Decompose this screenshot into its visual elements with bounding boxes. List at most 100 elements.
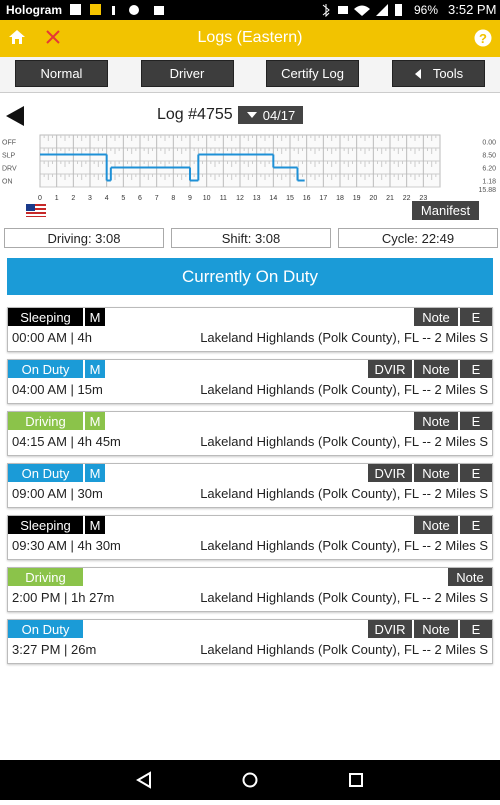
summary-box: Driving: 3:08 xyxy=(4,228,164,248)
entry-button[interactable]: DVIR xyxy=(368,464,412,482)
help-icon[interactable]: ? xyxy=(474,29,492,47)
tab-label: Driver xyxy=(169,66,205,81)
flag-label: M xyxy=(85,360,105,378)
hour-label: 10 xyxy=(203,195,211,202)
entry-detail: 04:15 AM | 4h 45m xyxy=(12,434,121,449)
system-icons xyxy=(322,4,402,17)
status-label: Sleeping xyxy=(8,516,83,534)
hour-label: 8 xyxy=(171,195,175,202)
hour-label: 6 xyxy=(138,195,142,202)
entry-button[interactable]: DVIR xyxy=(368,360,412,378)
flag-label: M xyxy=(85,516,105,534)
log-entry[interactable]: On Duty M E Note DVIR 09:00 AM | 30m Lakeland … xyxy=(7,463,493,508)
manifest-button[interactable]: Manifest xyxy=(412,201,479,220)
row-label: DRV xyxy=(2,166,17,173)
entry-button[interactable]: E xyxy=(460,412,492,430)
hour-label: 21 xyxy=(386,195,394,202)
battery: 96% xyxy=(414,3,439,17)
back-icon[interactable] xyxy=(6,106,26,126)
entry-location: Lakeland Highlands (Polk County), FL -- … xyxy=(200,590,488,605)
entry-location: Lakeland Highlands (Polk County), FL -- … xyxy=(200,434,488,449)
summary-box: Shift: 3:08 xyxy=(171,228,331,248)
entry-button[interactable]: E xyxy=(460,308,492,326)
hour-label: 2 xyxy=(71,195,75,202)
hour-label: 4 xyxy=(105,195,109,202)
row-label: OFF xyxy=(2,140,16,147)
date: 04/17 xyxy=(262,107,296,123)
flag-label: M xyxy=(85,412,105,430)
hour-label: 15 xyxy=(286,195,294,202)
entry-button[interactable]: Note xyxy=(448,568,492,586)
grand-total: 15.88 xyxy=(478,187,496,194)
hour-label: 14 xyxy=(269,195,277,202)
hour-label: 12 xyxy=(236,195,244,202)
row-total: 8.50 xyxy=(482,153,496,160)
nav-bar xyxy=(0,760,500,800)
log-entry[interactable]: On Duty M E Note DVIR 04:00 AM | 15m Lakeland … xyxy=(7,359,493,404)
entry-detail: 09:00 AM | 30m xyxy=(12,486,103,501)
status-label: Driving xyxy=(8,568,83,586)
hour-label: 23 xyxy=(419,195,427,202)
entry-button[interactable]: E xyxy=(460,464,492,482)
status-label: Sleeping xyxy=(8,308,83,326)
entry-button[interactable]: Note xyxy=(414,308,458,326)
tab-button[interactable]: Tools xyxy=(391,60,485,87)
entry-location: Lakeland Highlands (Polk County), FL -- … xyxy=(200,486,488,501)
row-total: 6.20 xyxy=(482,166,496,173)
nav-icons xyxy=(136,771,363,789)
entry-button[interactable]: E xyxy=(460,360,492,378)
status-icons xyxy=(70,4,164,15)
entry-detail: 2:00 PM | 1h 27m xyxy=(12,590,115,605)
hour-label: 0 xyxy=(38,195,42,202)
log-title: Log #4755 xyxy=(157,106,233,123)
hour-label: 3 xyxy=(88,195,92,202)
toolbar: Normal Driver Certify Log Tools xyxy=(0,57,500,93)
entry-detail: 3:27 PM | 26m xyxy=(12,642,97,657)
entry-location: Lakeland Highlands (Polk County), FL -- … xyxy=(200,642,488,657)
hour-label: 13 xyxy=(253,195,261,202)
row-label: ON xyxy=(2,179,13,186)
entry-detail: 09:30 AM | 4h 30m xyxy=(12,538,121,553)
entry-button[interactable]: DVIR xyxy=(368,620,412,638)
hour-label: 11 xyxy=(220,195,227,202)
status-label: On Duty xyxy=(8,620,83,638)
hour-label: 9 xyxy=(188,195,192,202)
tab-button[interactable]: Certify Log xyxy=(266,60,359,87)
date-picker[interactable]: 04/17 xyxy=(238,106,303,124)
hour-label: 5 xyxy=(121,195,125,202)
entry-button[interactable]: E xyxy=(460,620,492,638)
flag-icon xyxy=(26,204,46,217)
tab-button[interactable]: Normal xyxy=(15,60,108,87)
status-banner: Currently On Duty xyxy=(7,258,493,295)
entry-button[interactable]: Note xyxy=(414,620,458,638)
entry-button[interactable]: Note xyxy=(414,412,458,430)
log-entry[interactable]: On Duty E Note DVIR 3:27 PM | 26m Lakeland Hi… xyxy=(7,619,493,664)
hour-label: 22 xyxy=(403,195,411,202)
entry-detail: 00:00 AM | 4h xyxy=(12,330,92,345)
tab-label: Tools xyxy=(432,66,464,81)
log-entry[interactable]: Sleeping M E Note 09:30 AM | 4h 30m Lakeland … xyxy=(7,515,493,560)
hour-label: 7 xyxy=(155,195,159,202)
status-bar: Hologram 96% 3:52 PM xyxy=(0,0,500,20)
tab-button[interactable]: Driver xyxy=(140,60,234,87)
tab-label: Normal xyxy=(40,66,83,81)
hour-label: 19 xyxy=(353,195,361,202)
row-label: SLP xyxy=(2,153,16,160)
row-total: 1.18 xyxy=(482,179,496,186)
home-icon[interactable] xyxy=(8,29,26,45)
entry-detail: 04:00 AM | 15m xyxy=(12,382,103,397)
close-icon[interactable] xyxy=(45,29,61,45)
entry-button[interactable]: E xyxy=(460,516,492,534)
status-label: On Duty xyxy=(8,360,83,378)
svg-text:?: ? xyxy=(479,31,487,46)
hour-label: 1 xyxy=(55,195,59,202)
log-entry[interactable]: Sleeping M E Note 00:00 AM | 4h Lakeland High… xyxy=(7,307,493,352)
carrier: Hologram xyxy=(6,3,63,17)
log-entry[interactable]: Driving Note 2:00 PM | 1h 27m Lakeland High… xyxy=(7,567,493,612)
entry-button[interactable]: Note xyxy=(414,516,458,534)
log-entry[interactable]: Driving M E Note 04:15 AM | 4h 45m Lakeland H… xyxy=(7,411,493,456)
entry-button[interactable]: Note xyxy=(414,360,458,378)
entry-button[interactable]: Note xyxy=(414,464,458,482)
